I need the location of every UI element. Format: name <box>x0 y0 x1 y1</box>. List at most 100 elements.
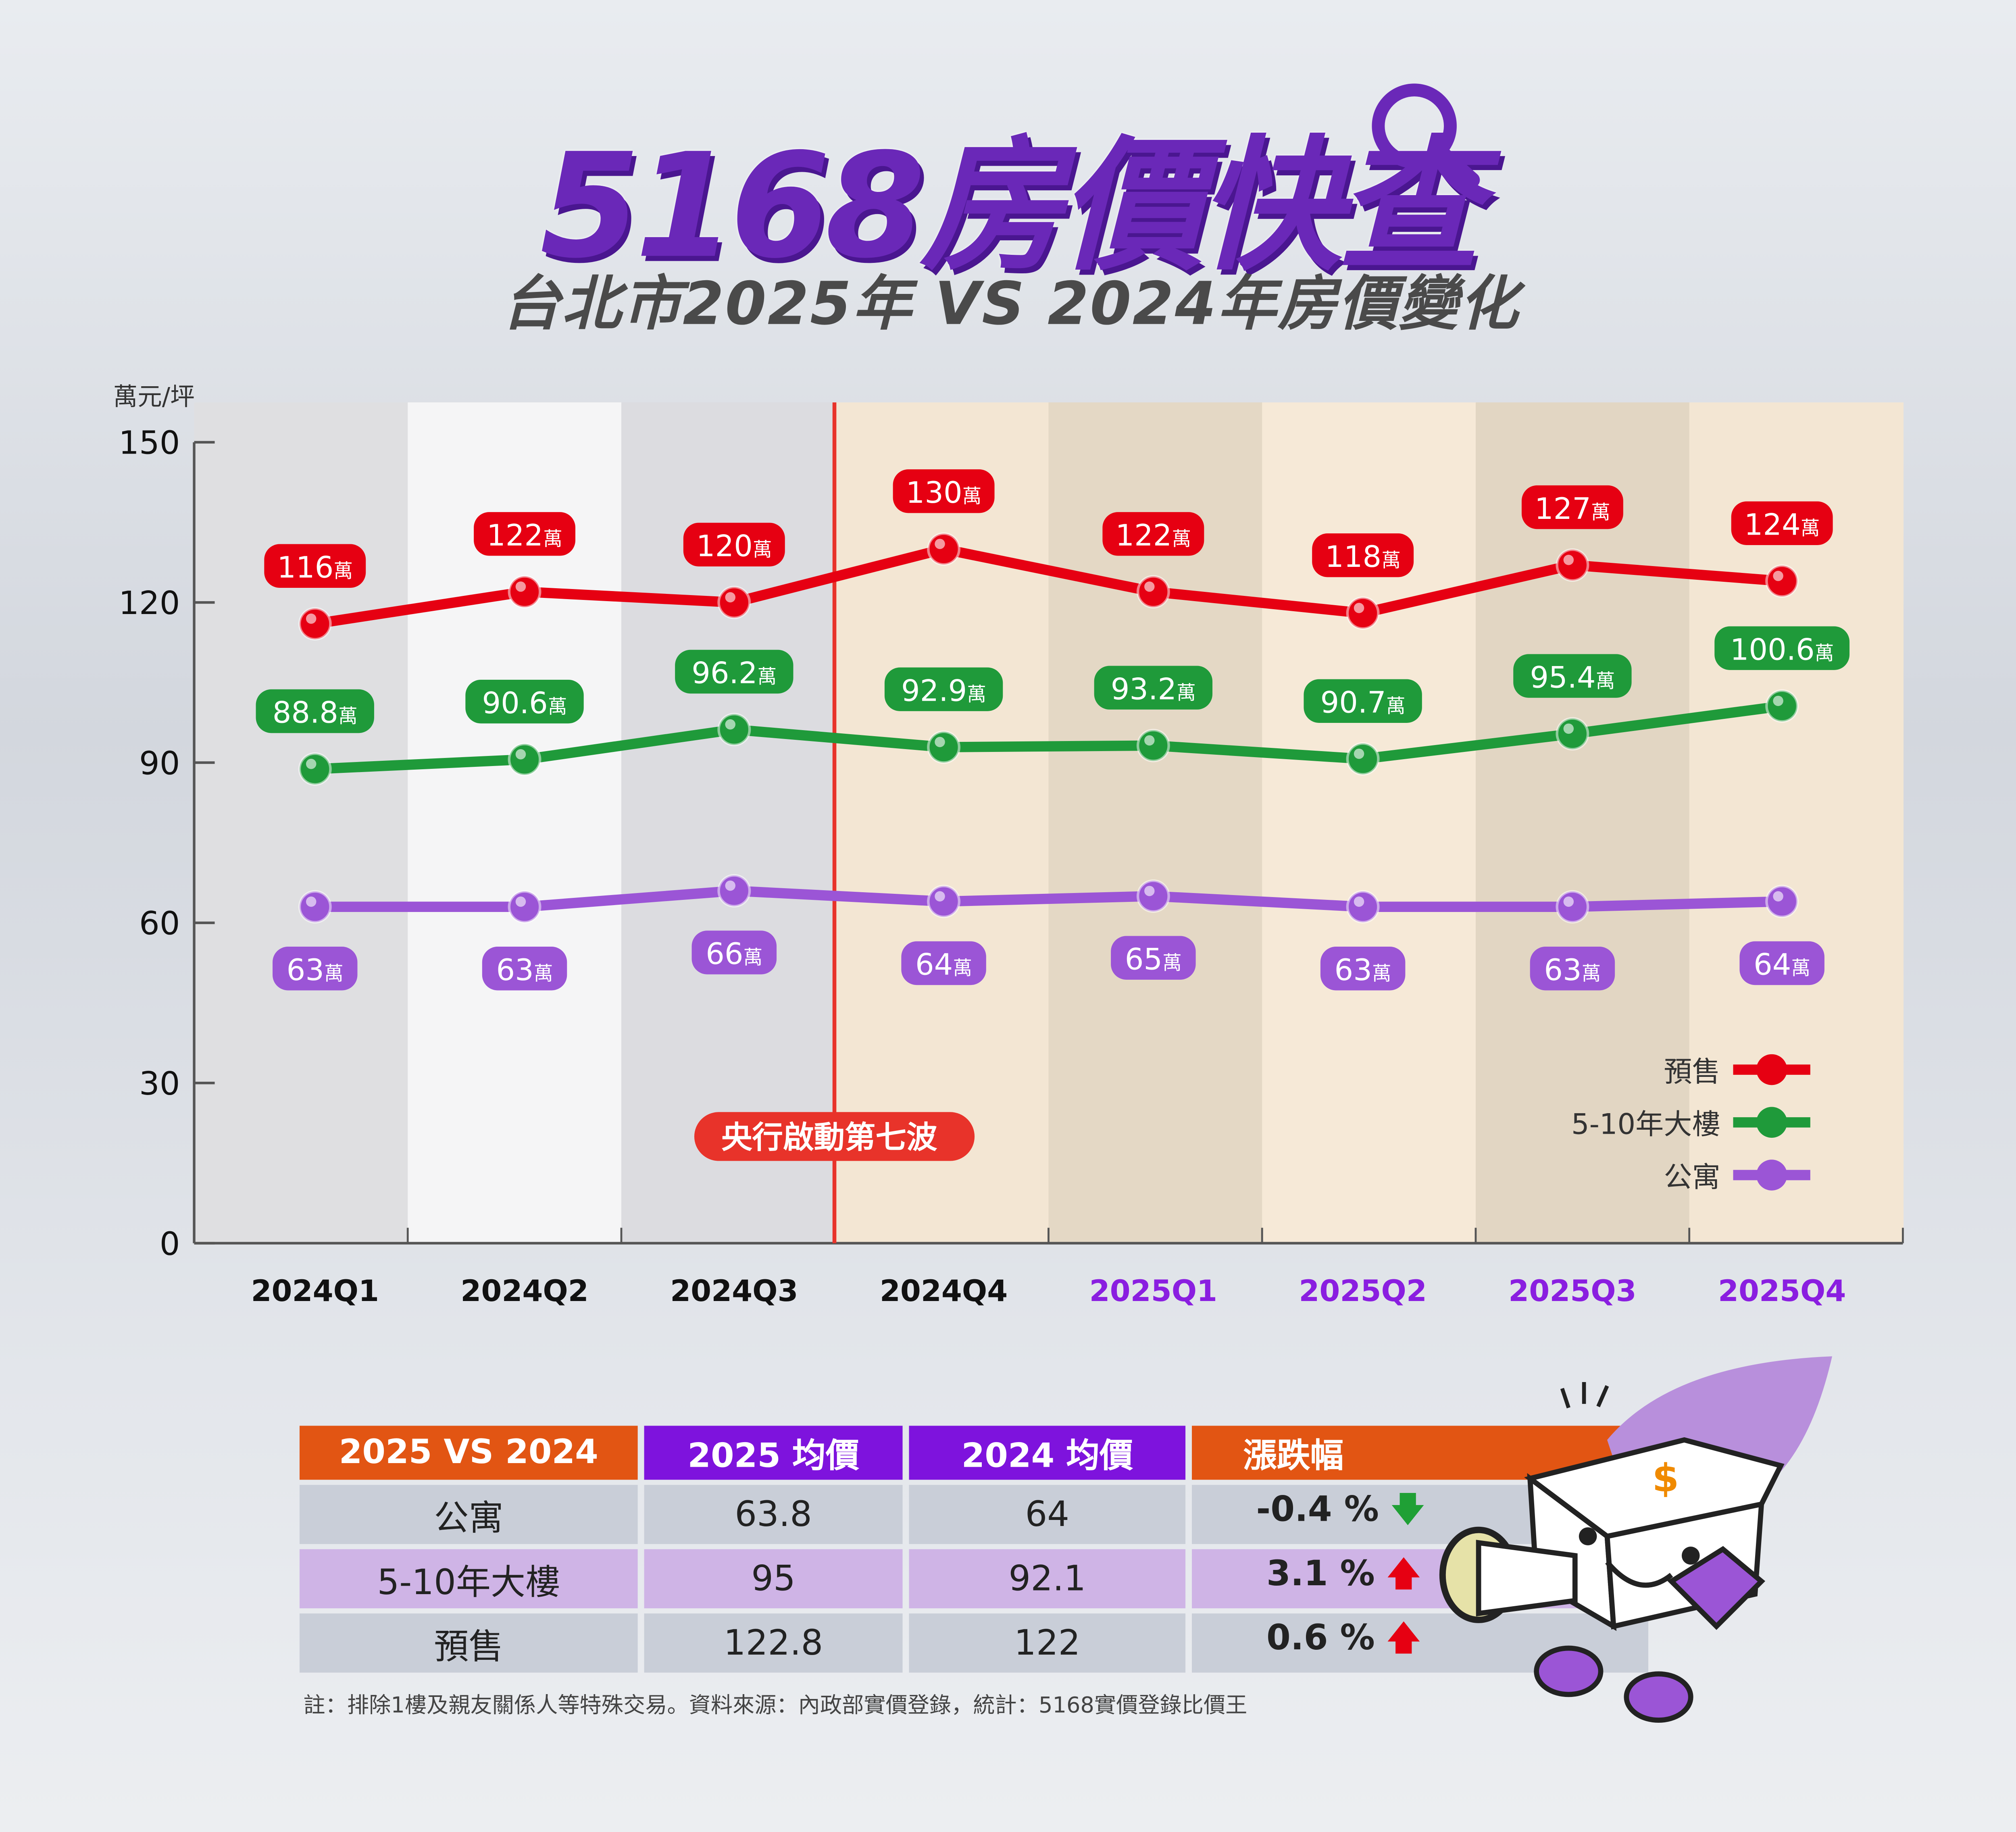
data-label: 66萬 <box>706 937 762 971</box>
data-label: 63萬 <box>496 953 553 987</box>
table-header: 2024 均價 <box>909 1426 1186 1480</box>
data-value: 96.2 <box>691 656 757 691</box>
data-label-pill <box>1731 501 1833 545</box>
data-value: 63 <box>496 953 533 987</box>
data-point-highlight <box>306 613 317 624</box>
cell-change: 3.1 % <box>1266 1554 1375 1595</box>
data-unit: 萬 <box>338 706 358 728</box>
svg-text:$: $ <box>1652 1455 1679 1501</box>
footnote: 註：排除1樓及親友關係人等特殊交易。資料來源：內政部實價登錄，統計：5168實價… <box>303 1693 1248 1719</box>
x-tick-label: 2025Q4 <box>1718 1274 1846 1308</box>
data-point <box>298 752 332 786</box>
data-label: 64萬 <box>1754 948 1810 982</box>
cell-change: 0.6 % <box>1266 1618 1375 1659</box>
cell-change: -0.4 % <box>1256 1490 1379 1530</box>
data-point-highlight <box>1563 896 1574 907</box>
data-point <box>508 890 541 924</box>
data-unit: 萬 <box>534 963 553 985</box>
y-tick-label: 150 <box>119 424 180 462</box>
data-point <box>927 885 961 918</box>
series-line <box>314 544 1783 629</box>
data-value: 63 <box>1335 953 1372 987</box>
data-label-pill <box>884 667 1003 711</box>
data-label-pill <box>1320 947 1406 991</box>
data-value: 90.6 <box>482 686 548 720</box>
legend-label: 公寓 <box>1664 1160 1720 1193</box>
data-label-pill <box>256 689 374 733</box>
data-value: 100.6 <box>1730 633 1815 667</box>
cell-2024: 64 <box>909 1485 1186 1544</box>
data-label-pill <box>1094 666 1213 710</box>
data-label: 90.7萬 <box>1320 686 1406 720</box>
data-unit: 萬 <box>1372 963 1391 985</box>
data-value: 66 <box>706 937 743 971</box>
cell-2024: 122 <box>909 1613 1186 1673</box>
data-point-highlight <box>515 749 526 760</box>
data-label-pill <box>1530 947 1615 991</box>
data-point-highlight <box>1563 555 1574 565</box>
data-point <box>1556 890 1589 924</box>
data-point-highlight <box>515 581 526 592</box>
y-tick-label: 90 <box>139 744 180 782</box>
annotation-label: 央行啟動第七波 <box>721 1120 937 1156</box>
data-value: 122 <box>1115 518 1172 553</box>
data-point <box>1765 885 1799 918</box>
data-value: 124 <box>1744 508 1801 542</box>
data-label: 122萬 <box>1115 518 1191 553</box>
column-band <box>194 402 408 1243</box>
data-unit: 萬 <box>1591 502 1610 524</box>
series-line <box>314 701 1783 774</box>
data-label-pill <box>691 931 777 974</box>
data-label: 92.9萬 <box>901 674 986 708</box>
table-header: 2025 均價 <box>644 1426 903 1480</box>
data-value: 63 <box>287 953 324 987</box>
line-chart: 0 30 60 90 120 150 2024Q1 2024Q2 2024Q3 2024Q4 202… <box>119 402 1904 1308</box>
data-point <box>508 743 541 777</box>
data-unit: 萬 <box>744 947 763 969</box>
page-subtitle: 台北市2025年 VS 2024年房價變化 <box>501 269 1520 338</box>
arrow-up-icon: 🡅 <box>1386 1618 1422 1659</box>
data-unit: 萬 <box>1815 642 1834 664</box>
data-point-highlight <box>725 880 735 891</box>
cell-type: 5-10年大樓 <box>299 1549 638 1609</box>
data-point-highlight <box>515 896 526 907</box>
data-unit: 萬 <box>1791 958 1810 980</box>
data-label-pill <box>1714 626 1850 670</box>
data-value: 64 <box>1754 948 1791 982</box>
data-point-highlight <box>1144 581 1155 592</box>
data-unit: 萬 <box>1172 528 1191 550</box>
data-point <box>1556 717 1589 751</box>
data-value: 90.7 <box>1320 686 1386 720</box>
data-point <box>1136 729 1170 762</box>
data-point <box>298 607 332 641</box>
data-unit: 萬 <box>543 528 562 550</box>
data-label-pill <box>1304 679 1422 723</box>
x-tick-label: 2025Q1 <box>1089 1274 1217 1308</box>
legend-marker <box>1756 1107 1787 1138</box>
y-tick-label: 30 <box>139 1065 180 1102</box>
arrow-up-icon: 🡅 <box>1386 1554 1422 1595</box>
data-label-pill <box>1521 485 1623 529</box>
cell-2024: 92.1 <box>909 1549 1186 1609</box>
table-row: 預售 122.8 122 0.6 % 🡅 <box>299 1613 1649 1673</box>
legend-marker <box>1756 1160 1787 1191</box>
y-tick-label: 60 <box>139 905 180 942</box>
data-label: 93.2萬 <box>1111 672 1196 706</box>
data-point-highlight <box>1144 735 1155 746</box>
data-point-highlight <box>1563 723 1574 734</box>
data-label-pill <box>683 523 785 566</box>
data-label-pill <box>482 947 567 991</box>
data-value: 92.9 <box>901 674 967 708</box>
data-value: 65 <box>1125 942 1162 976</box>
data-point-highlight <box>1144 886 1155 896</box>
annotation-pill <box>694 1112 975 1161</box>
data-unit: 萬 <box>758 666 777 688</box>
table-header: 漲跌幅 <box>1192 1426 1649 1480</box>
data-value: 63 <box>1544 953 1581 987</box>
page-title: 5168房價快查 <box>540 123 1481 291</box>
data-point <box>1136 575 1170 609</box>
table-row: 5-10年大樓 95 92.1 3.1 % 🡅 <box>299 1549 1649 1609</box>
x-tick-label: 2025Q2 <box>1299 1274 1427 1308</box>
data-point-highlight <box>935 539 945 549</box>
data-label-pill <box>264 544 366 588</box>
